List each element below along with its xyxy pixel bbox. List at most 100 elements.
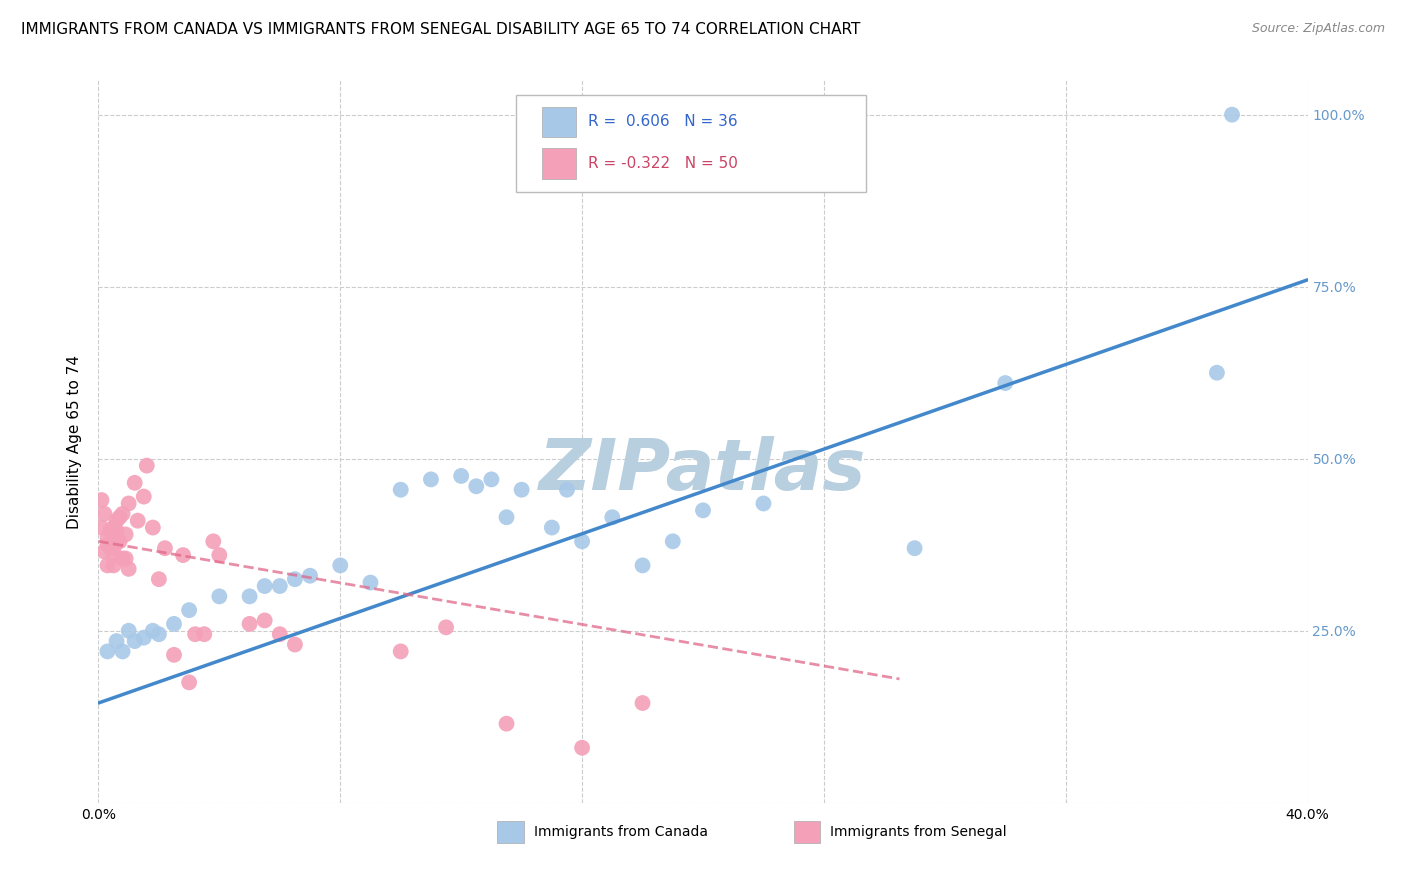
Point xyxy=(108,534,131,549)
Bar xyxy=(793,821,820,843)
Point xyxy=(103,558,125,573)
Point xyxy=(495,510,517,524)
Point xyxy=(253,579,276,593)
Point xyxy=(495,716,517,731)
Point xyxy=(118,624,141,638)
Point xyxy=(124,634,146,648)
Point xyxy=(481,472,503,486)
Text: Immigrants from Senegal: Immigrants from Senegal xyxy=(830,825,1007,838)
Point xyxy=(118,496,141,510)
Y-axis label: Disability Age 65 to 74: Disability Age 65 to 74 xyxy=(67,354,83,529)
Point xyxy=(105,534,128,549)
Point xyxy=(103,520,125,534)
Point xyxy=(465,479,488,493)
Text: Source: ZipAtlas.com: Source: ZipAtlas.com xyxy=(1251,22,1385,36)
Point xyxy=(93,507,115,521)
Point xyxy=(269,579,291,593)
Point xyxy=(994,376,1017,390)
Text: R = -0.322   N = 50: R = -0.322 N = 50 xyxy=(588,156,738,171)
Point xyxy=(420,472,443,486)
Point xyxy=(103,541,125,556)
Point xyxy=(135,458,157,473)
Point xyxy=(661,534,683,549)
Point xyxy=(202,534,225,549)
Point xyxy=(631,558,654,573)
Point xyxy=(90,520,112,534)
Point xyxy=(96,644,118,658)
Point xyxy=(571,740,593,755)
Point xyxy=(208,548,231,562)
Point xyxy=(179,675,201,690)
Point xyxy=(114,527,136,541)
Point xyxy=(163,648,186,662)
Point xyxy=(184,627,207,641)
Point xyxy=(163,616,186,631)
Point xyxy=(148,572,170,586)
Point xyxy=(105,514,128,528)
Point xyxy=(602,510,624,524)
Point xyxy=(239,590,262,604)
Point xyxy=(631,696,654,710)
Point xyxy=(555,483,578,497)
Point xyxy=(1220,108,1243,122)
Point xyxy=(103,534,125,549)
Text: IMMIGRANTS FROM CANADA VS IMMIGRANTS FROM SENEGAL DISABILITY AGE 65 TO 74 CORREL: IMMIGRANTS FROM CANADA VS IMMIGRANTS FRO… xyxy=(21,22,860,37)
Point xyxy=(253,614,276,628)
Point xyxy=(103,527,125,541)
Point xyxy=(284,572,307,586)
Point xyxy=(132,631,155,645)
Point xyxy=(540,520,562,534)
Point xyxy=(142,624,165,638)
Point xyxy=(100,541,122,556)
Point xyxy=(96,531,118,545)
Point xyxy=(105,524,128,538)
Point xyxy=(132,490,155,504)
Bar xyxy=(543,148,576,178)
Point xyxy=(93,544,115,558)
Point xyxy=(299,568,322,582)
Point xyxy=(105,634,128,648)
Point xyxy=(179,603,201,617)
Point xyxy=(284,638,307,652)
Point xyxy=(752,496,775,510)
Point xyxy=(100,538,122,552)
Bar xyxy=(543,107,576,137)
Point xyxy=(239,616,262,631)
Point xyxy=(510,483,533,497)
FancyBboxPatch shape xyxy=(516,95,866,193)
Point xyxy=(142,520,165,534)
Point xyxy=(114,551,136,566)
Point xyxy=(450,469,472,483)
Point xyxy=(208,590,231,604)
Point xyxy=(96,558,118,573)
Point xyxy=(389,483,412,497)
Point xyxy=(127,514,149,528)
Point xyxy=(360,575,382,590)
Point xyxy=(96,538,118,552)
Point xyxy=(1206,366,1229,380)
Point xyxy=(269,627,291,641)
Point xyxy=(329,558,352,573)
Point xyxy=(103,548,125,562)
Point xyxy=(153,541,176,556)
Point xyxy=(193,627,215,641)
Point xyxy=(692,503,714,517)
Point xyxy=(108,510,131,524)
Point xyxy=(100,524,122,538)
Point xyxy=(904,541,927,556)
Point xyxy=(148,627,170,641)
Text: ZIPatlas: ZIPatlas xyxy=(540,436,866,505)
Point xyxy=(90,493,112,508)
Bar xyxy=(498,821,524,843)
Point xyxy=(111,644,134,658)
Text: Immigrants from Canada: Immigrants from Canada xyxy=(534,825,707,838)
Point xyxy=(389,644,412,658)
Point xyxy=(434,620,457,634)
Point xyxy=(172,548,194,562)
Point xyxy=(111,507,134,521)
Point xyxy=(118,562,141,576)
Text: R =  0.606   N = 36: R = 0.606 N = 36 xyxy=(588,114,738,129)
Point xyxy=(571,534,593,549)
Point xyxy=(124,475,146,490)
Point xyxy=(111,551,134,566)
